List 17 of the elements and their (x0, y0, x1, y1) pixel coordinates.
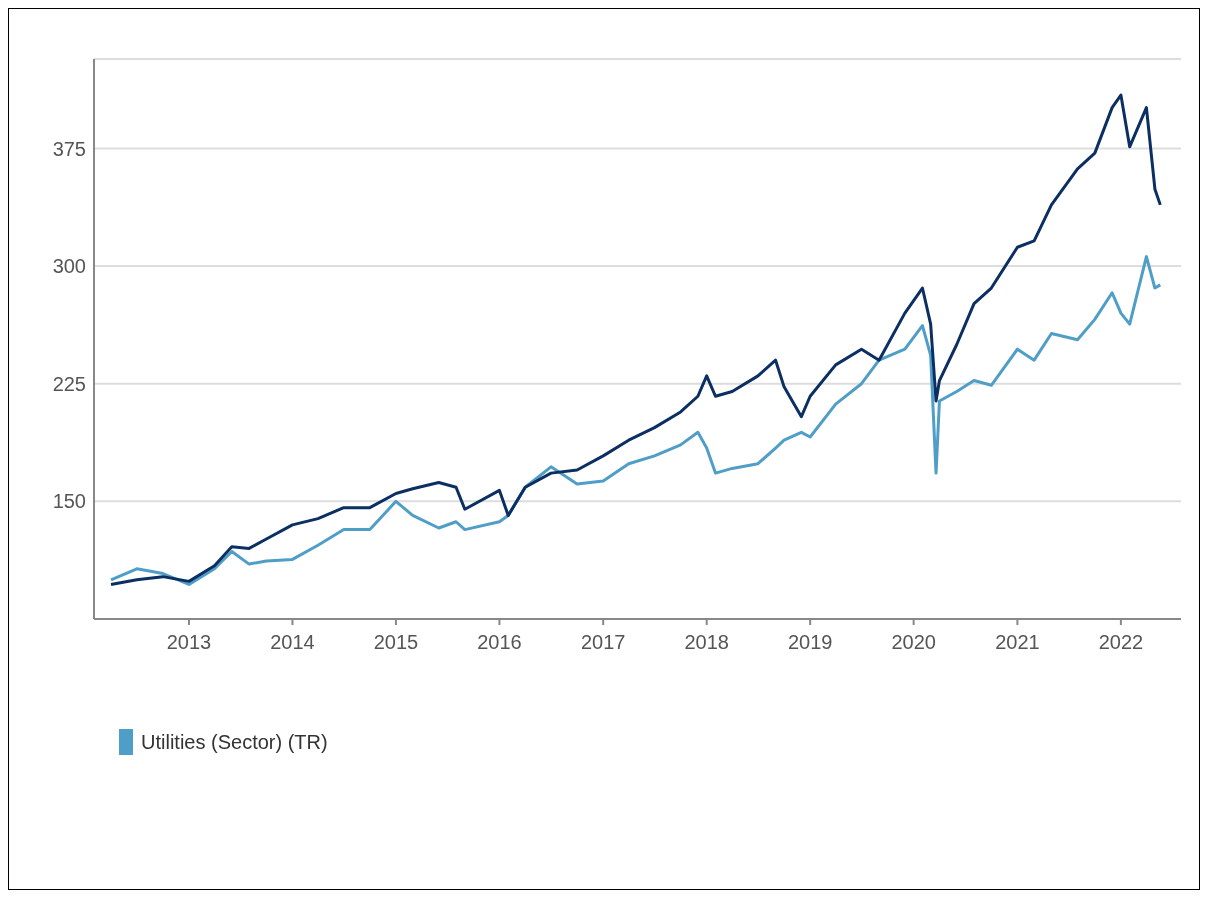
line-series (109, 255, 1162, 586)
x-tick-label: 2014 (270, 631, 315, 654)
y-tick-label: 300 (52, 255, 86, 278)
x-tick-label: 2018 (684, 631, 729, 654)
y-tick-label: 375 (52, 137, 86, 160)
x-tick-label: 2017 (580, 631, 626, 654)
x-tick-label: 2021 (995, 631, 1040, 654)
legend-label: Utilities (Sector) (TR) (141, 730, 328, 754)
x-tick-label: 2020 (891, 631, 936, 654)
y-tick-label: 150 (52, 490, 86, 513)
x-tick-label: 2013 (166, 631, 212, 654)
x-tick-label: 2016 (477, 631, 522, 654)
y-tick-label: 225 (52, 372, 86, 395)
x-tick-label: 2022 (1098, 631, 1144, 654)
x-tick-label: 2019 (787, 631, 833, 654)
line-series (109, 93, 1162, 586)
x-tick-label: 2015 (373, 631, 419, 654)
